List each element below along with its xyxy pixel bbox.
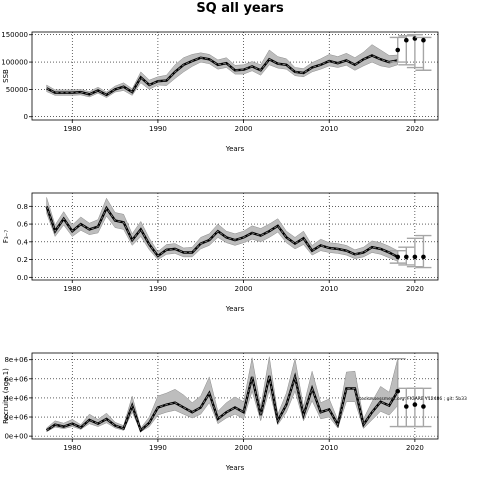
- panel-f-xtick-label: 2000: [235, 285, 253, 293]
- panel-recruits-projection-point: [412, 402, 418, 407]
- panel-f-estimate-dash: [46, 206, 398, 258]
- panel-recruits-ylabel: Recruits (age 1): [2, 368, 10, 424]
- panels-group: 1980 1990 2000 2010 2020 0 50000 100000 150000 Ye…: [1, 31, 439, 472]
- panel-recruits-xtick-label: 1980: [63, 444, 81, 452]
- panel-recruits-ytick-label: 6e+06: [4, 375, 28, 383]
- panel-ssb-ytick-label: 100000: [1, 59, 28, 67]
- panel-ssb-confidence-band: [46, 44, 398, 98]
- panel-f-ytick-label: 0.4: [17, 238, 29, 246]
- panel-f-xlabel: Years: [225, 305, 245, 313]
- panel-recruits-xtick-label: 2010: [320, 444, 338, 452]
- panel-ssb-xtick-label: 2010: [320, 125, 338, 133]
- panel-ssb-projection-point: [395, 47, 401, 53]
- panel-f-ytick-label: 0.6: [17, 221, 29, 229]
- panel-ssb-xtick-label: 2020: [406, 125, 424, 133]
- panel-f-xtick-label: 2010: [320, 285, 338, 293]
- panel-recruits-ytick-label: 8e+06: [4, 356, 28, 364]
- panel-ssb-ylabel: SSB: [2, 69, 10, 83]
- panel-f-projection-point: [421, 254, 426, 260]
- panel-ssb-xlabel: Years: [225, 145, 245, 153]
- panel-recruits-projection-point: [404, 404, 409, 409]
- panel-f-xtick-label: 1980: [63, 285, 81, 293]
- panel-ssb: 1980 1990 2000 2010 2020 0 50000 100000 150000 Ye…: [1, 31, 439, 153]
- panel-recruits-xlabel: Years: [225, 464, 245, 472]
- panel-f-projection-point: [412, 254, 418, 260]
- panel-f-projection-point: [395, 254, 401, 260]
- panel-ssb-ytick-label: 0: [24, 113, 28, 121]
- panel-ssb-xtick-label: 1980: [63, 125, 81, 133]
- panel-f-ylabel: F₃₋₇: [2, 230, 10, 244]
- panel-f-axes-frame: [31, 192, 439, 281]
- figure-title: SQ all years: [196, 1, 284, 16]
- panel-ssb-estimate-dash: [46, 55, 398, 96]
- panel-ssb-ytick-label: 150000: [1, 31, 28, 39]
- panel-recruits: 1980 1990 2000 2010 2020 0e+00 2e+06 4e+06 6e+06…: [2, 352, 439, 472]
- panel-f-ytick-label: 0.8: [17, 203, 28, 211]
- panel-f-xtick-label: 2020: [406, 285, 424, 293]
- panel-ssb-axes-frame: [31, 31, 439, 121]
- panel-recruits-xtick-label: 2000: [235, 444, 253, 452]
- panel-recruits-axes-frame: [31, 352, 439, 440]
- panel-f-projection-point: [404, 254, 409, 260]
- panel-f-ytick-label: 0.0: [17, 274, 28, 282]
- panel-f-xtick-label: 1990: [149, 285, 167, 293]
- panel-recruits-xtick-label: 1990: [149, 444, 167, 452]
- panel-f-confidence-band: [46, 197, 398, 262]
- panel-ssb-projection-point: [404, 37, 409, 43]
- panel-f: 1980 1990 2000 2010 2020 0.0 0.2 0.4 0.6 0.8 Years…: [2, 192, 439, 313]
- software-stamp: stockassessment.org: FIGARE Y12486 ; git…: [357, 396, 467, 402]
- panel-recruits-estimate-dash: [46, 375, 399, 432]
- panel-recruits-projection-point: [395, 388, 401, 394]
- panel-ssb-projection-point: [421, 37, 426, 43]
- panel-recruits-xtick-label: 2020: [406, 444, 424, 452]
- panel-recruits-ytick-label: 0e+00: [4, 433, 28, 441]
- panel-ssb-ytick-label: 50000: [6, 86, 28, 94]
- panel-recruits-ytick-label: 4e+06: [4, 394, 28, 402]
- panel-ssb-xtick-label: 1990: [149, 125, 167, 133]
- panel-recruits-projection-point: [421, 404, 426, 409]
- panel-ssb-xtick-label: 2000: [235, 125, 253, 133]
- panel-f-ytick-label: 0.2: [17, 256, 28, 264]
- panel-recruits-ytick-label: 2e+06: [4, 414, 28, 422]
